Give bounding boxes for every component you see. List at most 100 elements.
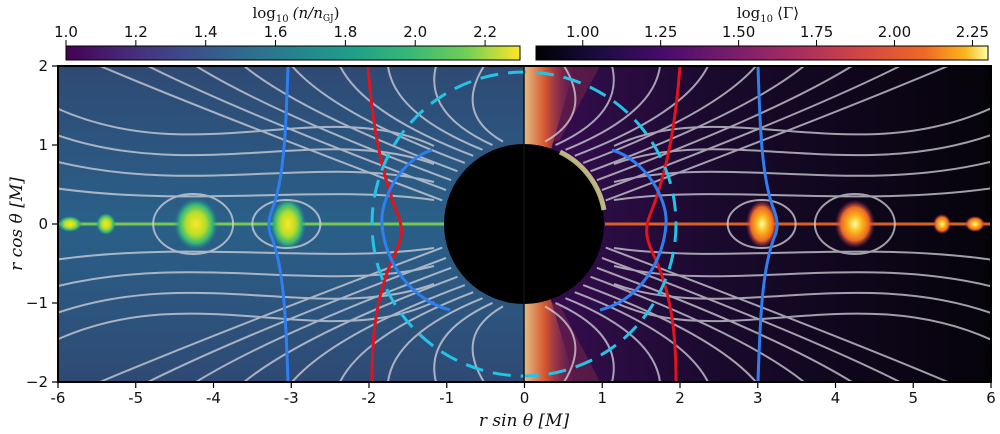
x-tick-label: -4 xyxy=(206,389,221,407)
left-colorbar-tick-label: 2.0 xyxy=(403,23,427,41)
field-line xyxy=(544,305,577,382)
x-tick-label: 2 xyxy=(675,389,685,407)
left-colorbar-tick-label: 1.0 xyxy=(54,23,78,41)
field-line xyxy=(58,134,435,165)
left-colorbar-tick-label: 1.4 xyxy=(194,23,218,41)
x-axis-label: r sin θ [M] xyxy=(479,411,570,431)
field-line xyxy=(339,291,474,382)
y-tick-label: 1 xyxy=(38,136,48,154)
left-colorbar: log10 (n/nGJ) 1.0 1.2 1.4 1.6 1.8 2.0 2.2 xyxy=(54,4,521,61)
right-red-line xyxy=(645,66,682,382)
field-line xyxy=(291,284,466,382)
field-line xyxy=(291,66,466,164)
x-tick-label: 3 xyxy=(753,389,763,407)
right-colorbar-label: log10 ⟨Γ⟩ xyxy=(737,4,799,25)
plasmoid xyxy=(58,216,82,232)
field-line xyxy=(152,193,235,255)
y-tick-label: −1 xyxy=(26,294,48,312)
field-line xyxy=(99,246,443,382)
field-line xyxy=(601,66,901,191)
right-colorbar-tick-label: 1.75 xyxy=(800,23,833,41)
y-tick-label: −2 xyxy=(26,373,48,391)
plasmoid xyxy=(746,200,778,248)
field-line xyxy=(605,246,949,382)
field-line xyxy=(726,199,797,249)
polar-jet-emission xyxy=(524,66,600,382)
right-colorbar-tick-label: 2.00 xyxy=(878,23,911,41)
field-line xyxy=(555,66,615,146)
right-colorbar-tick-label: 2.25 xyxy=(956,23,989,41)
field-line xyxy=(590,275,805,382)
right-colorbar-tick-label: 1.50 xyxy=(722,23,755,41)
x-axis-ticks: -6 -5 -4 -3 -2 -1 0 1 2 3 4 5 6 xyxy=(51,382,996,407)
left-colorbar-bar xyxy=(65,45,521,61)
blue-contours xyxy=(267,66,779,382)
field-line xyxy=(613,160,991,183)
field-line xyxy=(58,265,435,288)
field-line xyxy=(596,66,853,182)
x-tick-label: 5 xyxy=(908,389,918,407)
field-line xyxy=(433,66,493,146)
plasmoid xyxy=(835,200,875,248)
field-line xyxy=(471,66,504,143)
right-colorbar: log10 ⟨Γ⟩ 1.00 1.25 1.50 1.75 2.00 2.25 xyxy=(535,4,989,61)
plasmoid xyxy=(96,213,116,235)
field-line xyxy=(243,275,458,382)
plasmoid xyxy=(174,198,218,250)
field-line xyxy=(58,187,435,201)
field-line xyxy=(339,66,474,157)
field-line xyxy=(99,66,443,202)
left-colorbar-tick-label: 1.8 xyxy=(333,23,357,41)
y-axis-label: r cos θ [M] xyxy=(7,177,27,271)
x-tick-label: -2 xyxy=(362,389,377,407)
x-tick-label: -5 xyxy=(128,389,143,407)
left-red-line xyxy=(366,66,403,382)
red-contours xyxy=(366,66,682,382)
x-tick-label: -3 xyxy=(284,389,299,407)
field-line xyxy=(471,305,504,382)
plot-area xyxy=(58,66,991,382)
field-line xyxy=(387,297,483,382)
left-colorbar-label: log10 (n/nGJ) xyxy=(252,4,339,25)
field-line xyxy=(555,302,615,382)
field-line xyxy=(147,66,447,191)
y-axis-ticks: 2 1 0 −1 −2 xyxy=(26,57,58,391)
field-line xyxy=(251,199,322,249)
field-line xyxy=(243,66,458,173)
left-colorbar-tick-label: 1.2 xyxy=(124,23,148,41)
field-line xyxy=(387,66,483,151)
field-line xyxy=(582,284,757,382)
left-colorbar-tick-label: 2.2 xyxy=(473,23,497,41)
x-tick-label: -1 xyxy=(439,389,454,407)
right-colorbar-ticks: 1.00 1.25 1.50 1.75 2.00 2.25 xyxy=(566,23,989,46)
field-line xyxy=(433,302,493,382)
field-line xyxy=(613,265,991,288)
left-plasmoids xyxy=(58,198,306,250)
y-tick-label: 0 xyxy=(38,215,48,233)
inner-blue-ring xyxy=(380,148,668,312)
right-colorbar-tick-label: 1.25 xyxy=(644,23,677,41)
x-tick-label: 0 xyxy=(520,389,530,407)
field-line xyxy=(605,66,949,202)
left-colorbar-ticks: 1.0 1.2 1.4 1.6 1.8 2.0 2.2 xyxy=(54,23,497,46)
right-blue-line xyxy=(756,66,779,382)
field-line xyxy=(574,291,709,382)
field-line xyxy=(565,66,661,151)
plasmoid xyxy=(933,214,951,234)
field-line xyxy=(574,66,709,157)
left-colorbar-tick-label: 1.6 xyxy=(264,23,288,41)
field-line xyxy=(58,160,435,183)
plasmoid xyxy=(270,198,306,250)
left-blue-line xyxy=(267,66,290,382)
horizon-glow xyxy=(558,149,607,211)
y-tick-label: 2 xyxy=(38,57,48,75)
field-line xyxy=(544,66,577,143)
x-tick-label: 4 xyxy=(831,389,841,407)
plasmoid xyxy=(965,216,985,232)
right-plasmoids xyxy=(746,200,985,248)
field-line xyxy=(601,257,901,382)
right-colorbar-tick-label: 1.00 xyxy=(566,23,599,41)
x-tick-label: 1 xyxy=(597,389,607,407)
field-line xyxy=(147,257,447,382)
